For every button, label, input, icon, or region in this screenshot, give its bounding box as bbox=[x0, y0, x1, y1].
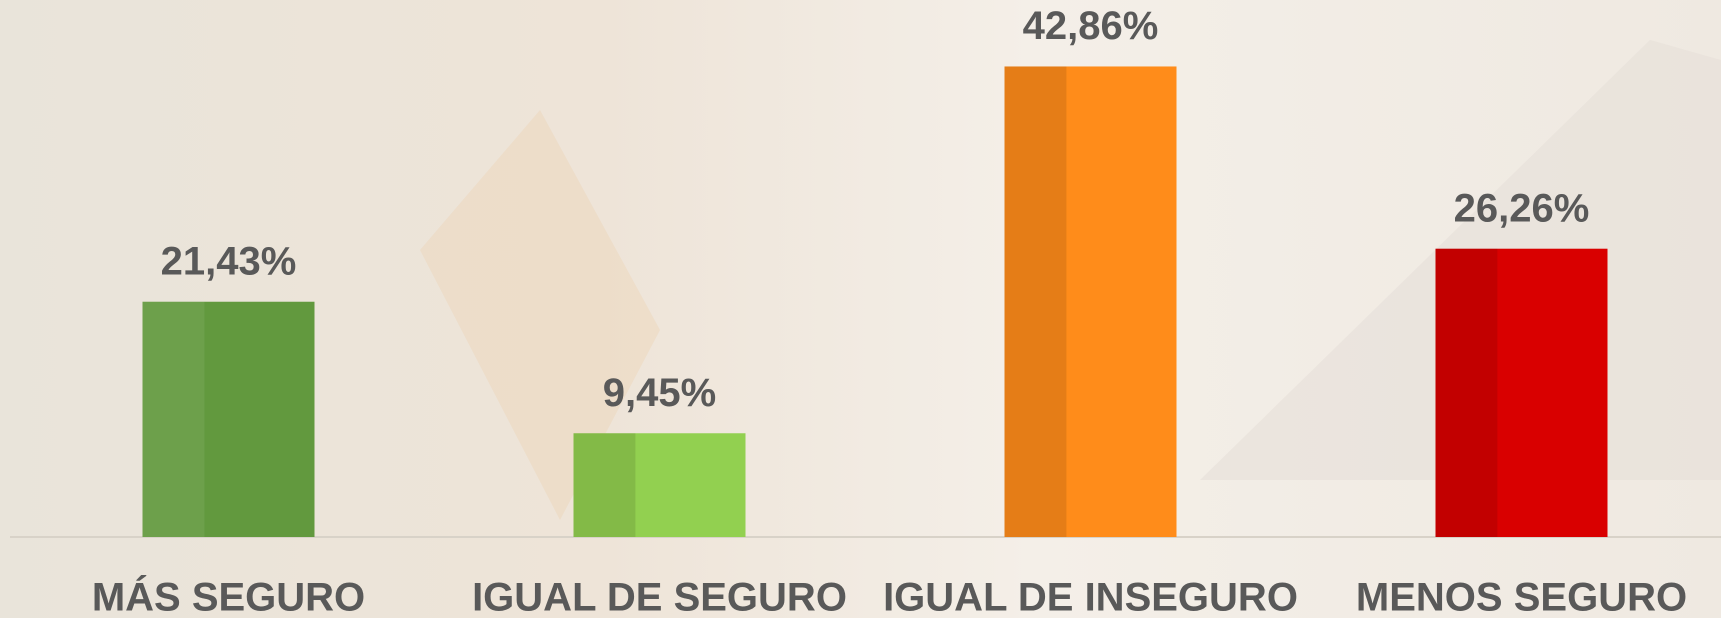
bar bbox=[1004, 66, 1177, 537]
bar-shade bbox=[573, 433, 636, 537]
bar-shade bbox=[1435, 248, 1498, 537]
value-label: 42,86% bbox=[1023, 4, 1159, 48]
bar bbox=[142, 301, 315, 537]
value-label: 26,26% bbox=[1454, 186, 1590, 230]
value-label: 21,43% bbox=[161, 239, 297, 283]
bar bbox=[573, 433, 746, 537]
bar-shade bbox=[142, 301, 205, 537]
x-tick-label: IGUAL DE SEGURO bbox=[472, 576, 847, 618]
bar bbox=[1435, 248, 1608, 537]
x-tick-label: IGUAL DE INSEGURO bbox=[883, 576, 1298, 618]
x-tick-label: MENOS SEGURO bbox=[1356, 576, 1687, 618]
bar-shade bbox=[1004, 66, 1067, 537]
x-tick-label: MÁS SEGURO bbox=[92, 575, 365, 618]
value-label: 9,45% bbox=[603, 371, 716, 415]
background-shape bbox=[420, 110, 660, 520]
